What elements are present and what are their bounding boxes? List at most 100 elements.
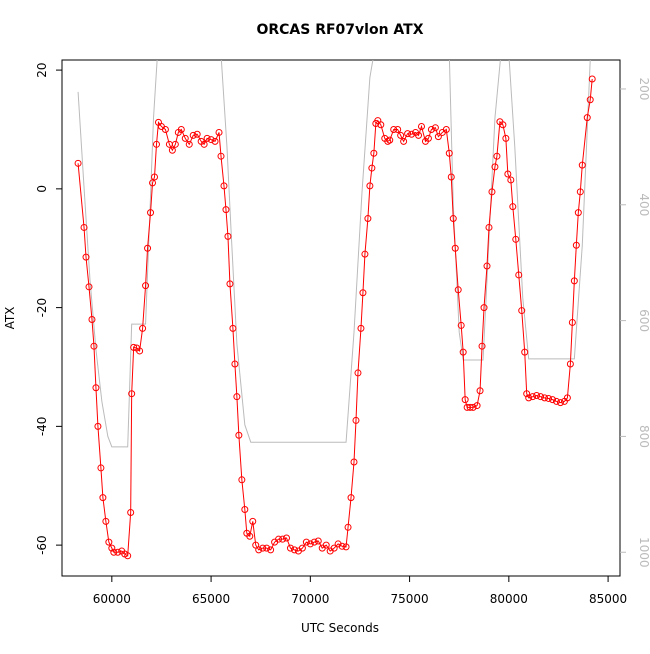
- data-point: [290, 546, 298, 554]
- x-tick-label: 60000: [93, 592, 131, 606]
- data-point: [459, 348, 467, 356]
- data-point: [415, 131, 423, 139]
- data-point: [563, 394, 571, 402]
- data-point: [386, 136, 394, 144]
- data-point: [504, 170, 512, 178]
- data-point: [203, 134, 211, 142]
- data-point: [518, 307, 526, 315]
- y2-tick-label: 400: [637, 193, 650, 216]
- data-point: [322, 541, 330, 549]
- data-point: [478, 342, 486, 350]
- data-point: [80, 223, 88, 231]
- data-point: [110, 548, 118, 556]
- data-point: [449, 215, 457, 223]
- data-point: [189, 131, 197, 139]
- plot-frame: [61, 59, 621, 577]
- y2-tick-label: 200: [637, 78, 650, 101]
- data-point: [549, 396, 557, 404]
- data-point: [207, 136, 215, 144]
- data-point: [397, 131, 405, 139]
- data-point: [515, 271, 523, 279]
- data-point: [263, 544, 271, 552]
- data-point: [108, 544, 116, 552]
- data-point: [350, 458, 358, 466]
- data-point: [491, 163, 499, 171]
- data-point: [235, 431, 243, 439]
- data-point: [537, 393, 545, 401]
- data-point: [447, 173, 455, 181]
- data-point: [445, 149, 453, 157]
- data-point: [310, 538, 318, 546]
- y-tick-label: -20: [35, 298, 49, 318]
- data-point: [344, 523, 352, 531]
- data-point: [364, 215, 372, 223]
- data-point: [177, 125, 185, 133]
- data-point: [394, 125, 402, 133]
- data-point: [480, 304, 488, 312]
- data-point: [521, 348, 529, 356]
- data-point: [525, 394, 533, 402]
- data-point: [334, 540, 342, 548]
- data-point: [417, 123, 425, 131]
- data-point: [255, 546, 263, 554]
- data-point: [97, 464, 105, 472]
- data-point: [552, 397, 560, 405]
- data-point: [127, 508, 135, 516]
- data-point: [130, 343, 138, 351]
- data-point: [142, 282, 150, 290]
- data-point: [85, 283, 93, 291]
- data-point: [90, 342, 98, 350]
- data-point: [259, 544, 267, 552]
- data-point: [370, 149, 378, 157]
- data-point: [400, 137, 408, 145]
- data-point: [302, 538, 310, 546]
- data-point: [442, 125, 450, 133]
- data-point: [499, 121, 507, 129]
- data-point: [238, 476, 246, 484]
- data-point: [451, 244, 459, 252]
- x-tick-label: 75000: [390, 592, 428, 606]
- chart-title: ORCAS RF07vlon ATX: [256, 22, 423, 38]
- data-point: [529, 393, 537, 401]
- data-point: [267, 546, 275, 554]
- data-point: [233, 393, 241, 401]
- data-point: [92, 384, 100, 392]
- data-point: [241, 505, 249, 513]
- data-point: [361, 250, 369, 258]
- data-point: [147, 209, 155, 217]
- x-tick-label: 70000: [291, 592, 329, 606]
- x-tick-label: 65000: [192, 592, 230, 606]
- data-point: [476, 387, 484, 395]
- data-point: [583, 114, 591, 122]
- data-point: [102, 517, 110, 525]
- data-point: [88, 315, 96, 323]
- data-point: [226, 280, 234, 288]
- data-point: [82, 253, 90, 261]
- y2-tick-label: 1000: [637, 537, 650, 568]
- data-point: [454, 286, 462, 294]
- data-point: [181, 134, 189, 142]
- data-point: [342, 543, 350, 551]
- y2-tick-label: 600: [637, 309, 650, 332]
- data-point: [570, 277, 578, 285]
- data-point: [488, 188, 496, 196]
- data-point: [211, 137, 219, 145]
- data-point: [352, 416, 360, 424]
- data-point: [366, 182, 374, 190]
- data-point: [229, 324, 237, 332]
- data-point: [473, 402, 481, 410]
- data-point: [152, 140, 160, 148]
- data-point: [485, 223, 493, 231]
- data-point: [286, 544, 294, 552]
- y-tick-label: 20: [35, 62, 49, 77]
- data-point: [523, 390, 531, 398]
- data-point: [249, 517, 257, 525]
- data-point: [246, 532, 254, 540]
- plot-area: [74, 60, 596, 560]
- data-point: [576, 188, 584, 196]
- data-point: [151, 173, 159, 181]
- data-point: [556, 399, 564, 407]
- data-point: [222, 206, 230, 214]
- data-point: [171, 140, 179, 148]
